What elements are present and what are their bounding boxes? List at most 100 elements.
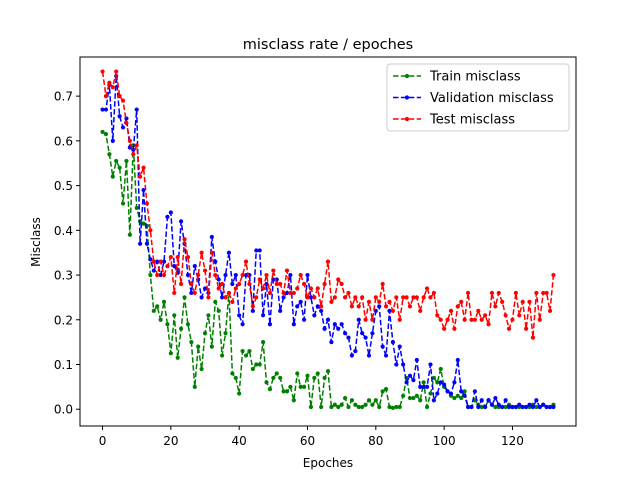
data-point	[271, 268, 276, 273]
data-point	[373, 295, 378, 300]
data-point	[414, 357, 419, 363]
data-point	[527, 402, 532, 407]
data-point	[298, 299, 303, 304]
data-point	[192, 264, 197, 269]
data-point	[189, 340, 194, 345]
x-axis: 0 20 40 60 80 100 120	[99, 426, 524, 448]
data-point	[298, 384, 303, 389]
data-point	[418, 308, 423, 313]
data-point	[141, 221, 146, 226]
data-point	[127, 138, 132, 143]
legend: Train misclass Validation misclass Test mi…	[386, 63, 570, 132]
data-point	[407, 304, 413, 309]
data-point	[370, 402, 375, 407]
data-point	[155, 304, 160, 309]
data-point	[117, 114, 122, 119]
data-point	[243, 353, 249, 358]
data-point	[394, 362, 399, 367]
data-point	[387, 404, 392, 410]
data-point	[428, 362, 433, 367]
data-point	[291, 290, 296, 296]
data-point	[196, 272, 201, 278]
data-point	[202, 286, 208, 291]
data-point	[479, 317, 484, 322]
data-point	[387, 308, 392, 313]
data-point	[247, 281, 252, 287]
data-point	[319, 304, 324, 309]
data-point	[370, 331, 375, 336]
data-point	[377, 299, 382, 304]
data-point	[319, 308, 324, 313]
data-point	[322, 326, 327, 331]
data-point	[315, 371, 320, 376]
data-point	[114, 158, 119, 164]
legend-label: Test misclass	[429, 113, 515, 128]
legend-marker	[404, 116, 410, 122]
data-point	[339, 322, 344, 327]
data-point	[165, 322, 170, 327]
data-point	[363, 402, 368, 407]
data-point	[404, 380, 409, 385]
data-point	[479, 404, 484, 410]
data-point	[144, 241, 150, 246]
data-point	[472, 389, 477, 394]
data-point	[349, 304, 355, 309]
data-point	[202, 268, 208, 273]
data-point	[134, 107, 139, 112]
data-point	[373, 398, 378, 403]
data-point	[517, 313, 522, 318]
data-point	[257, 277, 262, 282]
data-point	[465, 290, 471, 296]
data-point	[424, 384, 430, 389]
chart-title: misclass rate / epoches	[243, 37, 414, 53]
data-point	[435, 380, 440, 385]
data-point	[496, 402, 501, 407]
data-point	[452, 326, 457, 331]
data-point	[418, 384, 423, 389]
data-point	[168, 351, 173, 356]
legend-entry: Validation misclass	[393, 91, 554, 106]
data-point	[322, 375, 327, 381]
data-point	[120, 125, 126, 130]
data-point	[407, 395, 413, 401]
data-point	[206, 295, 211, 300]
data-point	[168, 255, 173, 260]
data-point	[295, 286, 300, 291]
data-point	[325, 369, 331, 374]
data-point	[295, 304, 300, 309]
data-point	[527, 299, 532, 304]
data-point	[114, 69, 119, 74]
data-point	[390, 340, 395, 345]
data-point	[103, 94, 109, 99]
data-point	[356, 304, 361, 309]
data-point	[325, 317, 331, 322]
data-point	[305, 272, 310, 278]
data-point	[377, 304, 382, 309]
data-point	[431, 290, 436, 296]
data-point	[486, 322, 491, 327]
y-tick-label: 0.4	[54, 224, 73, 238]
legend-entry: Train misclass	[393, 70, 521, 85]
data-point	[274, 371, 279, 376]
data-point	[551, 272, 556, 278]
data-point	[537, 317, 542, 322]
data-point	[288, 290, 293, 296]
data-point	[233, 375, 238, 381]
data-point	[500, 404, 505, 410]
data-point	[172, 264, 177, 269]
series-1	[100, 73, 556, 410]
data-point	[291, 398, 296, 403]
data-point	[510, 404, 515, 410]
data-point	[148, 257, 153, 262]
data-point	[383, 353, 389, 358]
y-tick-label: 0.5	[54, 179, 73, 193]
data-point	[165, 264, 170, 269]
data-point	[489, 402, 495, 407]
legend-entry: Test misclass	[393, 113, 515, 128]
data-point	[110, 174, 115, 179]
data-point	[493, 404, 498, 410]
data-point	[158, 272, 163, 278]
data-point	[131, 152, 136, 157]
data-point	[459, 389, 464, 394]
data-point	[199, 250, 204, 255]
